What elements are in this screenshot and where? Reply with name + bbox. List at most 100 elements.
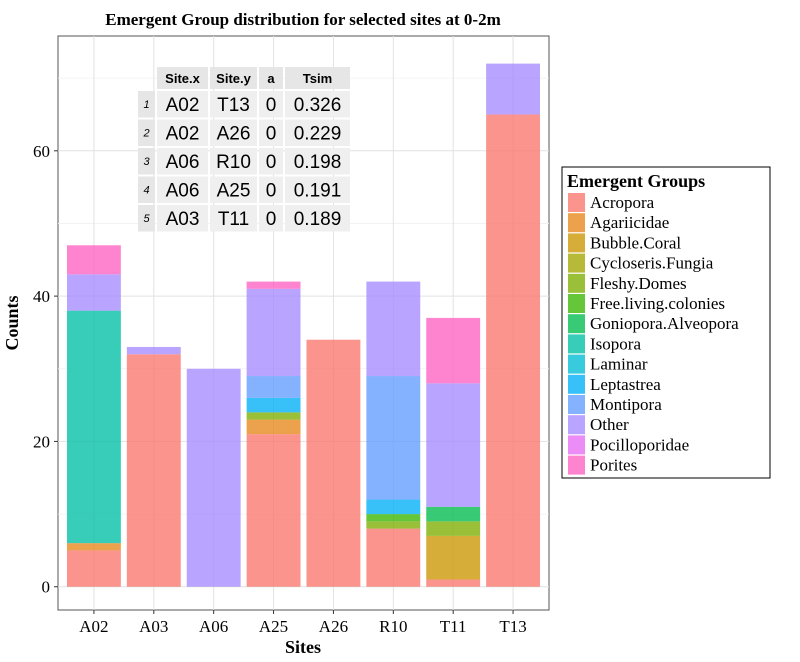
- bar-segment-a25-porites: [246, 281, 301, 289]
- table-cell-value: 0.229: [294, 124, 342, 145]
- table-cell: [157, 205, 208, 232]
- table-row-index-cell: [138, 148, 155, 175]
- table-row-index: 2: [142, 128, 149, 140]
- table-cell-value: 0: [266, 124, 277, 145]
- table-cell-value: A26: [217, 124, 251, 145]
- table-cell: [157, 119, 208, 146]
- table-row-index: 3: [143, 156, 150, 168]
- bar-segment-a02-other: [66, 274, 121, 311]
- table-header-cell: [259, 67, 283, 89]
- table-header-label: a: [267, 71, 275, 86]
- table-header-label: Site.y: [216, 71, 251, 86]
- table-row-index: 1: [143, 99, 149, 111]
- x-tick-label: A02: [79, 617, 108, 636]
- table-cell: [157, 148, 208, 175]
- table-cell-value: 0: [266, 152, 277, 173]
- bar-segment-t11-acropora: [426, 579, 481, 587]
- similarity-table: Site.x Site.y a Tsim 1 A02 T13 0 0.326 2 A02 A26 0 0.…: [138, 67, 350, 232]
- table-cell: [157, 91, 208, 118]
- bar-segment-t13-acropora: [486, 114, 541, 587]
- bar-segment-t11-goniopora-alveopora: [426, 506, 481, 522]
- legend-label: Agariicidae: [590, 213, 669, 232]
- y-tick-label: 20: [33, 432, 50, 451]
- legend-label: Pocilloporidae: [590, 435, 689, 454]
- legend-swatch: [568, 273, 585, 293]
- bar-segment-t11-fleshy-domes: [426, 521, 481, 536]
- table-cell: [210, 148, 257, 175]
- table-cell: [285, 205, 350, 232]
- bar-segment-a03-acropora: [126, 354, 181, 587]
- table-cell-value: A02: [166, 95, 200, 116]
- table-cell-value: 0.191: [294, 181, 342, 202]
- x-tick-label: A06: [199, 617, 228, 636]
- table-cell-value: 0: [266, 181, 277, 202]
- table-cell-value: A03: [166, 209, 200, 230]
- bar-segment-a02-porites: [66, 245, 121, 275]
- legend-label: Isopora: [590, 334, 641, 353]
- table-cell-value: A25: [217, 181, 251, 202]
- bar-segment-t11-other: [426, 383, 481, 507]
- legend-label: Cycloseris.Fungia: [590, 254, 714, 273]
- legend-label: Fleshy.Domes: [590, 274, 687, 293]
- table-cell: [210, 205, 257, 232]
- x-tick-label: A25: [259, 617, 288, 636]
- bar-segment-r10-montipora: [366, 376, 421, 500]
- x-axis-label: Sites: [285, 637, 321, 657]
- legend-box: [561, 166, 771, 479]
- table-cell-value: T13: [217, 95, 250, 116]
- table-cell: [210, 119, 257, 146]
- bar-segment-a26-acropora: [306, 339, 361, 587]
- table-cell: [259, 148, 283, 175]
- legend-label: Bubble.Coral: [590, 233, 681, 252]
- bar-segment-a25-agariicidae: [246, 419, 301, 435]
- chart-title: Emergent Group distribution for selected…: [105, 10, 501, 29]
- table-row-index-cell: [138, 176, 155, 203]
- legend-swatch: [568, 415, 585, 435]
- legend-label: Free.living.colonies: [590, 294, 725, 313]
- table-row-index-cell: [138, 119, 155, 146]
- table-cell: [157, 176, 208, 203]
- bar-segment-a25-fleshy-domes: [246, 412, 301, 420]
- x-tick-label: T13: [499, 617, 526, 636]
- legend-swatch: [568, 213, 585, 233]
- x-tick-label: R10: [379, 617, 407, 636]
- legend-label: Leptastrea: [590, 375, 661, 394]
- legend-swatch: [568, 294, 585, 313]
- legend: Emergent Groups AcroporaAgariicidaeBubbl…: [561, 166, 771, 479]
- table-cell-value: 0: [266, 95, 277, 116]
- bar-segment-r10-free-living-colonies: [366, 514, 421, 522]
- table-cell: [210, 91, 257, 118]
- table-cell-value: 0.198: [294, 152, 342, 173]
- table-row-index-cell: [138, 205, 155, 232]
- x-tick-label: T11: [440, 617, 467, 636]
- table-cell-value: 0: [266, 209, 277, 230]
- legend-label: Montipora: [590, 395, 662, 414]
- table-row-index: 4: [143, 185, 149, 197]
- table-header-cell: [157, 67, 208, 89]
- bar-segment-r10-other: [366, 281, 421, 377]
- legend-label: Porites: [590, 456, 637, 475]
- table-cell-value: A02: [166, 124, 200, 145]
- table-cell-value: R10: [216, 152, 251, 173]
- legend-swatch: [568, 193, 585, 212]
- legend-swatch: [568, 314, 585, 334]
- table-cell: [285, 148, 350, 175]
- y-axis: 0 20 40 60: [33, 142, 58, 597]
- legend-label: Acropora: [590, 193, 655, 212]
- legend-label: Other: [590, 415, 629, 434]
- bar-segment-t13-other: [486, 63, 541, 115]
- bar-segment-t11-bubble-coral: [426, 535, 481, 580]
- table-header-label: Tsim: [303, 71, 332, 86]
- table-cell: [259, 119, 283, 146]
- x-tick-label: A03: [139, 617, 168, 636]
- legend-swatch: [568, 374, 585, 394]
- x-tick-label: A26: [319, 617, 348, 636]
- table-cell-value: A06: [166, 152, 200, 173]
- bar-segment-a25-leptastrea: [246, 397, 301, 413]
- bars: [66, 63, 541, 587]
- legend-swatch: [568, 233, 585, 253]
- legend-swatch: [568, 435, 585, 455]
- legend-swatch: [568, 455, 585, 475]
